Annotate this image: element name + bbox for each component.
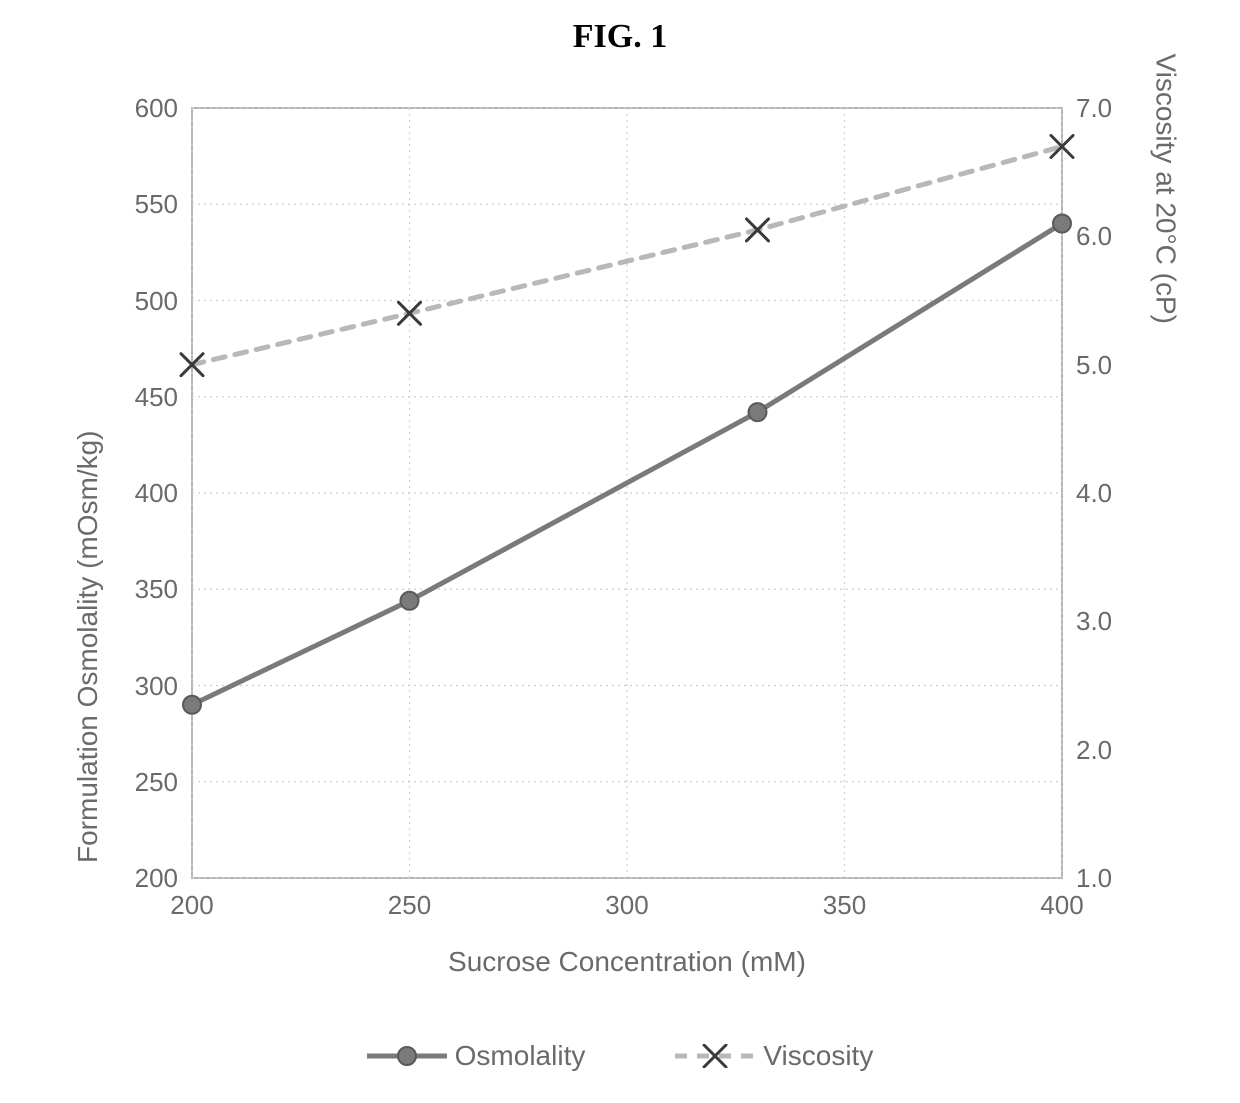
tick-label: 300 [587,890,667,921]
tick-label: 7.0 [1076,93,1140,124]
tick-label: 500 [114,286,178,317]
tick-label: 250 [114,767,178,798]
tick-label: 250 [370,890,450,921]
legend-item-osmolality: Osmolality [367,1040,586,1072]
x-axis-label: Sucrose Concentration (mM) [427,946,827,978]
tick-label: 2.0 [1076,735,1140,766]
tick-label: 5.0 [1076,350,1140,381]
tick-label: 6.0 [1076,221,1140,252]
tick-label: 600 [114,93,178,124]
chart-frame [192,108,1062,878]
tick-label: 400 [1022,890,1102,921]
tick-label: 550 [114,189,178,220]
tick-label: 1.0 [1076,863,1140,894]
tick-label: 4.0 [1076,478,1140,509]
tick-label: 3.0 [1076,606,1140,637]
tick-label: 200 [152,890,232,921]
y-axis-left-label: Formulation Osmolality (mOsm/kg) [72,430,104,863]
tick-label: 450 [114,382,178,413]
tick-label: 350 [805,890,885,921]
legend-label-viscosity: Viscosity [763,1040,873,1072]
figure-title: FIG. 1 [0,18,1240,56]
legend-item-viscosity: Viscosity [675,1040,873,1072]
legend-label-osmolality: Osmolality [455,1040,586,1072]
chart-plot [192,108,1062,878]
legend: Osmolality Viscosity [300,1040,940,1072]
legend-swatch-osmolality [367,1044,447,1068]
tick-label: 400 [114,478,178,509]
tick-label: 300 [114,671,178,702]
tick-label: 200 [114,863,178,894]
legend-swatch-viscosity [675,1044,755,1068]
y-axis-right-label: Viscosity at 20°C (cP) [1150,53,1182,324]
tick-label: 350 [114,574,178,605]
